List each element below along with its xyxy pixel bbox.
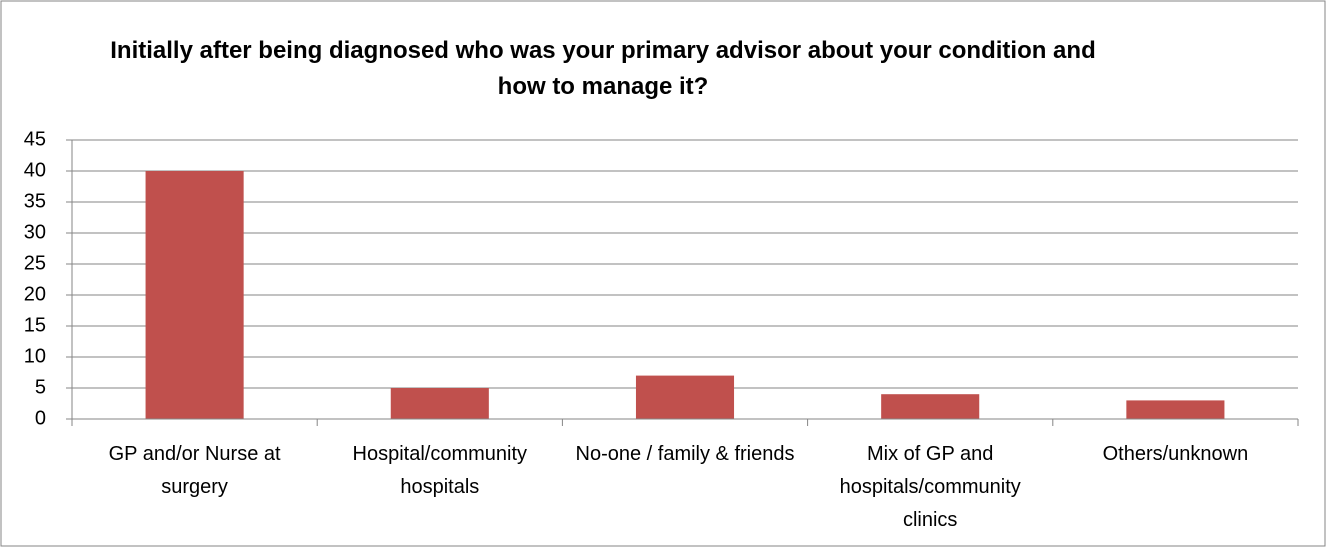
x-tick-label-line: GP and/or Nurse at <box>109 443 281 465</box>
bar <box>390 388 489 419</box>
chart-title-line: how to manage it? <box>498 73 709 100</box>
bar <box>1126 400 1225 419</box>
bar <box>145 171 244 419</box>
y-tick-label: 15 <box>24 314 46 336</box>
chart-title-line: Initially after being diagnosed who was … <box>110 37 1095 64</box>
x-tick-label-line: surgery <box>161 476 228 498</box>
x-tick-label-line: hospitals/community <box>840 476 1021 498</box>
x-tick-label-line: Others/unknown <box>1103 443 1249 465</box>
x-tick-label: GP and/or Nurse at surgery <box>109 443 281 498</box>
y-tick-label: 45 <box>24 128 46 150</box>
bar <box>881 394 980 419</box>
y-tick-label: 30 <box>24 221 46 243</box>
x-tick-label-line: Hospital/community <box>353 443 528 465</box>
x-tick-label-line: Mix of GP and <box>867 443 993 465</box>
x-tick-label: No-one / family & friends <box>576 443 795 465</box>
y-tick-label: 25 <box>24 252 46 274</box>
x-tick-label: Hospital/community hospitals <box>353 443 528 498</box>
y-tick-label: 10 <box>24 345 46 367</box>
x-tick-label: Mix of GP and hospitals/community clinics <box>840 443 1021 531</box>
chart-title: Initially after being diagnosed who was … <box>110 37 1095 100</box>
bar <box>635 375 735 419</box>
x-tick-label: Others/unknown <box>1103 443 1249 465</box>
y-tick-label: 5 <box>35 376 46 398</box>
y-tick-label: 0 <box>35 407 46 429</box>
x-tick-label-line: hospitals <box>400 476 479 498</box>
y-tick-label: 20 <box>24 283 46 305</box>
x-tick-label-line: No-one / family & friends <box>576 443 795 465</box>
y-tick-label: 35 <box>24 190 46 212</box>
x-tick-label-line: clinics <box>903 509 957 531</box>
y-tick-label: 40 <box>24 159 46 181</box>
